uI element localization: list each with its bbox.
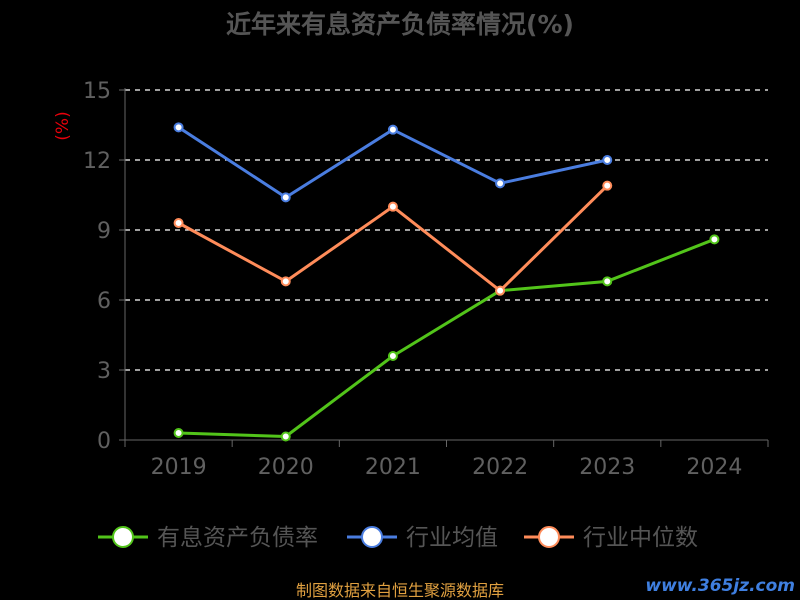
x-tick-label-2022: 2022 <box>472 455 528 480</box>
series-2 <box>173 180 613 296</box>
x-tick-label-2021: 2021 <box>365 455 421 480</box>
legend: 有息资产负债率 行业均值 行业中位数 <box>98 525 698 551</box>
x-tick-label-2023: 2023 <box>579 455 635 480</box>
data-point-1-2023 <box>602 155 613 165</box>
legend-marker-2 <box>538 526 560 548</box>
data-point-1-2021 <box>387 124 398 135</box>
data-point-2-2021 <box>387 201 398 212</box>
data-point-0-2024 <box>709 234 720 245</box>
legend-marker-0 <box>112 526 134 548</box>
axes: 0 3 6 9 12 15 2019 2020 2021 2022 2023 2024 <box>83 79 769 480</box>
data-source-footer: 制图数据来自恒生聚源数据库 <box>296 581 504 600</box>
data-point-1-2019 <box>173 122 184 133</box>
legend-label-0: 有息资产负债率 <box>157 525 318 551</box>
data-point-2-2023 <box>602 180 613 191</box>
data-point-2-2020 <box>280 276 291 287</box>
chart-title: 近年来有息资产负债率情况(%) <box>226 10 574 39</box>
y-axis-unit-label: (%) <box>53 111 73 140</box>
data-point-2-2022 <box>495 285 506 296</box>
series-line-2 <box>177 184 609 293</box>
legend-marker-1 <box>361 526 383 548</box>
data-point-0-2023 <box>602 276 613 287</box>
y-tick-label-15: 15 <box>83 79 111 104</box>
series-1 <box>173 122 613 203</box>
y-tick-label-0: 0 <box>97 429 111 454</box>
watermark: www.365jz.com <box>645 576 795 596</box>
series-line-0 <box>178 237 715 438</box>
x-tick-label-2020: 2020 <box>258 455 314 480</box>
series-line-1 <box>177 126 608 199</box>
legend-label-1: 行业均值 <box>406 525 498 551</box>
y-tick-label-6: 6 <box>97 289 111 314</box>
x-tick-label-2024: 2024 <box>686 455 742 480</box>
grid-lines <box>125 89 768 371</box>
series-lines <box>173 122 720 442</box>
legend-label-2: 行业中位数 <box>583 525 698 551</box>
data-point-1-2020 <box>280 192 291 203</box>
data-point-0-2021 <box>387 351 398 361</box>
data-point-1-2022 <box>495 178 506 189</box>
y-tick-label-12: 12 <box>83 149 111 174</box>
y-tick-label-9: 9 <box>97 219 111 244</box>
data-point-0-2019 <box>173 428 184 438</box>
data-point-0-2020 <box>280 431 291 442</box>
x-tick-label-2019: 2019 <box>151 455 207 480</box>
y-tick-label-3: 3 <box>97 359 111 384</box>
data-point-2-2019 <box>173 218 184 228</box>
